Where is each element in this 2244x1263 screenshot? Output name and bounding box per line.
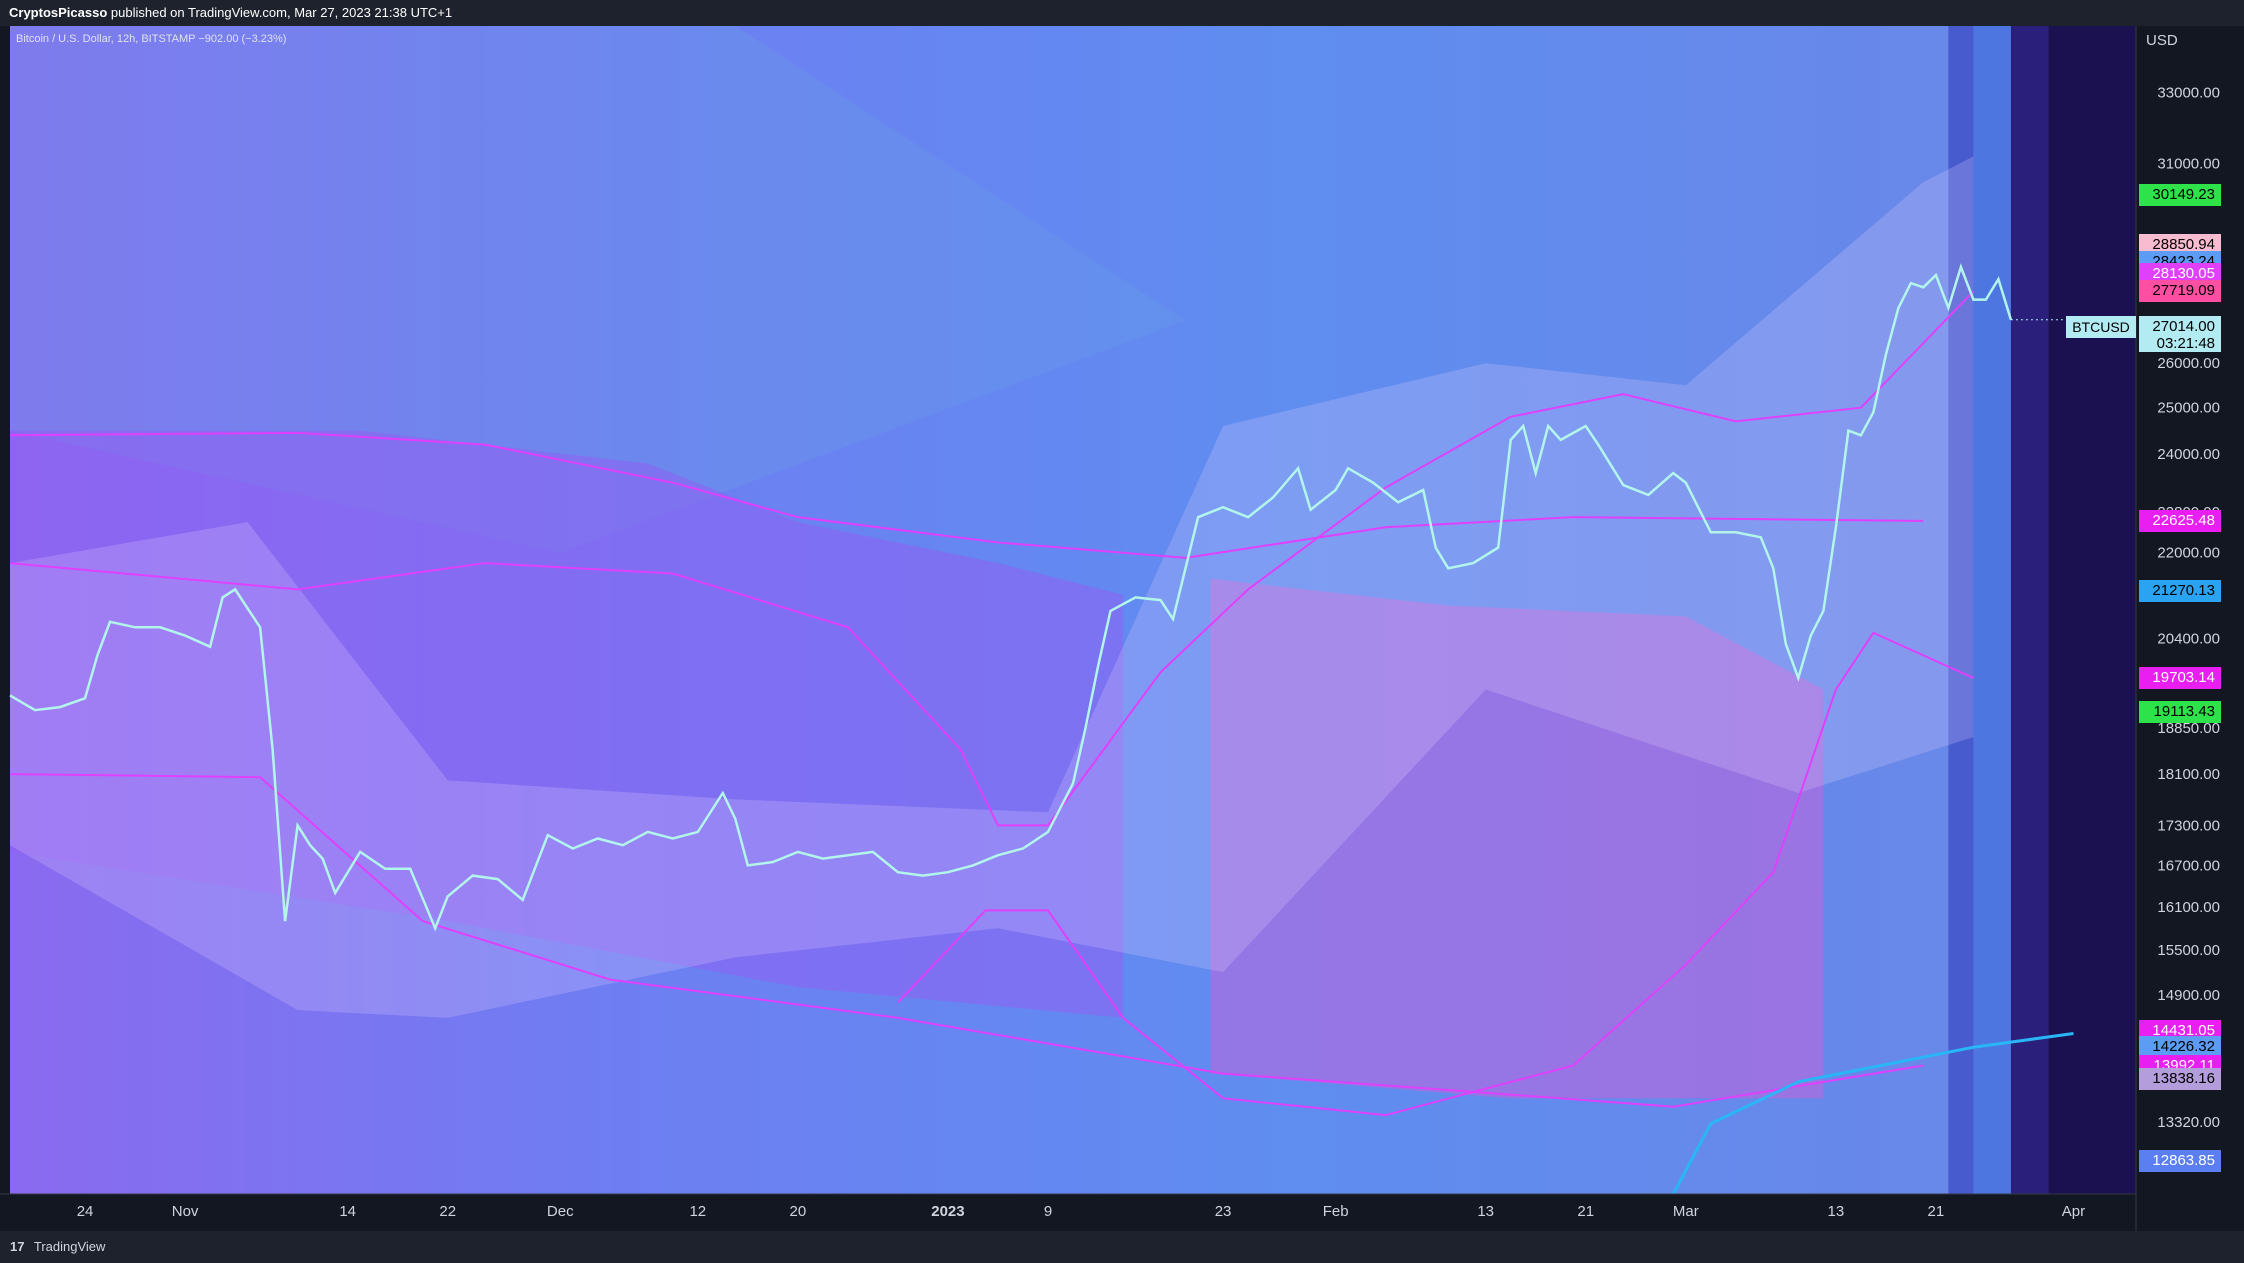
price-tag: 28130.05 [2139,262,2221,285]
last-price-value: 27014.00 [2152,318,2215,335]
y-tick-label: 17300.00 [2157,817,2220,834]
x-tick-label: 12 [689,1203,706,1220]
y-tick-label: 13320.00 [2157,1114,2220,1131]
x-tick-label: Feb [1323,1203,1349,1220]
last-price-symbol-label: BTCUSD [2066,316,2136,338]
pink-cloud [1210,578,1824,1099]
x-tick-label: 24 [77,1203,94,1220]
x-tick-label: Nov [172,1203,199,1220]
publisher-name[interactable]: CryptosPicasso [9,5,108,20]
magenta-upper-line [9,431,1924,559]
y-axis-unit: USD [2146,32,2178,49]
magenta-fast-line [9,290,1975,827]
future-band-1 [1948,26,1974,1194]
y-tick-label: 16700.00 [2157,857,2220,874]
x-tick-label: 23 [1215,1203,1232,1220]
price-tag: 12863.85 [2139,1150,2221,1173]
price-tag: 19703.14 [2139,666,2221,689]
x-tick-label: 20 [790,1203,807,1220]
y-tick-label: 22000.00 [2157,545,2220,562]
y-tick-label: 26000.00 [2157,355,2220,372]
price-tag: 14226.32 [2139,1036,2221,1059]
upper-blue-cloud [10,26,1186,553]
y-tick-label: 31000.00 [2157,156,2220,173]
x-tick-label: 21 [1577,1203,1594,1220]
btcusd-price-line [9,263,2013,932]
last-price-badge: 27014.00 03:21:48 [2139,316,2221,352]
x-tick-label: 13 [1828,1203,1845,1220]
x-tick-label: Apr [2062,1203,2085,1220]
footer-bar: 17 TradingView [0,1231,2244,1263]
y-tick-label: 33000.00 [2157,85,2220,102]
x-tick-label: 22 [439,1203,456,1220]
x-tick-label: 21 [1928,1203,1945,1220]
published-text: published on TradingView.com, Mar 27, 20… [110,5,453,20]
y-tick-label: 24000.00 [2157,446,2220,463]
future-band-4 [2048,26,2136,1194]
symbol-info: Bitcoin / U.S. Dollar, 12h, BITSTAMP −90… [16,33,287,45]
price-tag: 19113.43 [2139,701,2221,724]
purple-cloud [10,430,1124,1018]
footer-brand[interactable]: TradingView [33,1239,106,1254]
x-tick-label: Dec [547,1203,574,1220]
price-tag: 27719.09 [2139,279,2221,302]
price-tag: 22625.48 [2139,509,2221,532]
y-tick-label: 25000.00 [2157,400,2220,417]
tradingview-logo-icon[interactable]: 17 [10,1239,25,1254]
x-tick-label: 9 [1044,1203,1052,1220]
price-envelope [10,156,1974,1018]
price-tag: 21270.13 [2139,579,2221,602]
y-tick-label: 18850.00 [2157,720,2220,737]
y-tick-label: 18100.00 [2157,766,2220,783]
x-tick-label: 2023 [931,1203,964,1220]
y-tick-label: 15500.00 [2157,942,2220,959]
publisher-header: CryptosPicasso published on TradingView.… [0,0,2244,26]
chart-canvas[interactable]: 24 Nov 14 22 Dec 12 20 2023 9 23 Feb 13 21 Mar 13 21 Apr… [0,26,2244,1231]
price-tag: 13838.16 [2139,1067,2221,1090]
magenta-slow-line [897,631,1974,1117]
cyan-support-line [1671,1031,2074,1195]
y-tick-label: 20400.00 [2157,630,2220,647]
y-tick-label: 16100.00 [2157,899,2220,916]
future-band-2 [1973,26,2011,1194]
candle-countdown: 03:21:48 [2156,335,2215,352]
x-tick-label: Mar [1673,1203,1699,1220]
x-tick-label: 14 [339,1203,356,1220]
x-tick-label: 13 [1477,1203,1494,1220]
future-band-3 [2010,26,2049,1194]
y-tick-label: 14900.00 [2157,987,2220,1004]
magenta-lower-line [9,773,1924,1108]
price-tag: 28850.94 [2139,234,2221,257]
price-tag: 30149.23 [2139,184,2221,207]
